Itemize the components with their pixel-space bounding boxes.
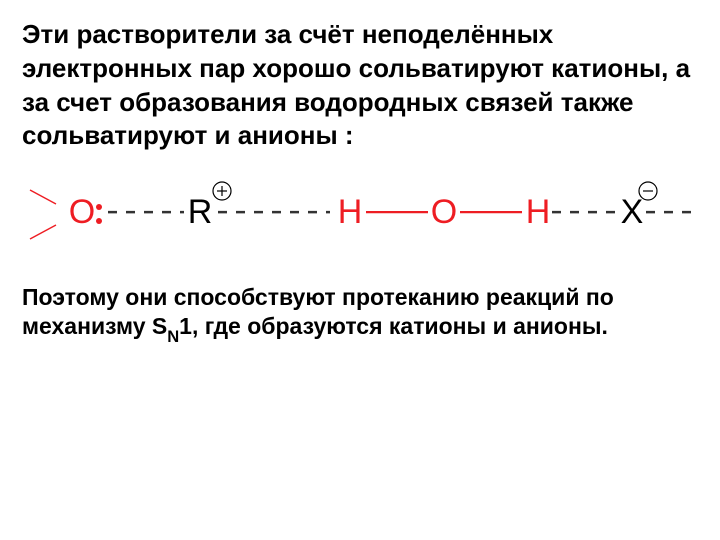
svg-text:O: O	[69, 193, 95, 231]
conclusion-text: Поэтому они способствуют протеканию реак…	[22, 283, 698, 345]
svg-text:X: X	[621, 193, 644, 231]
heading-text: Эти растворители за счёт неподелённых эл…	[22, 18, 698, 153]
conclusion-sub: N	[167, 327, 179, 346]
conclusion-after: 1, где образуются катионы и анионы.	[179, 313, 608, 339]
solvation-diagram: ORHOHX	[26, 177, 696, 255]
svg-text:H: H	[338, 193, 363, 231]
svg-text:H: H	[526, 193, 551, 231]
svg-text:R: R	[188, 193, 213, 231]
svg-text:O: O	[431, 193, 457, 231]
